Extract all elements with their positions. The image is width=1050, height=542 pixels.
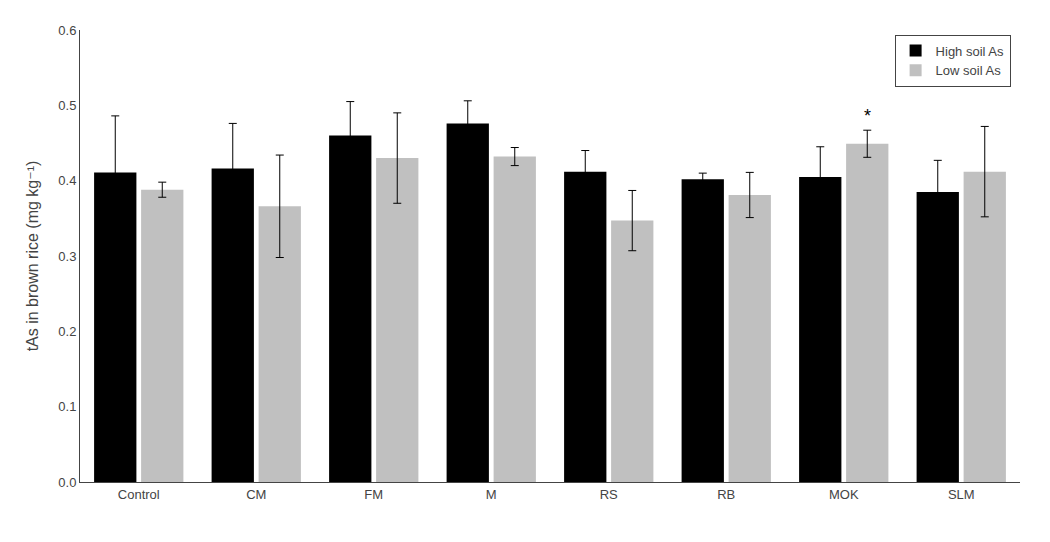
svg-text:tAs in brown rice (mg kg⁻¹): tAs in brown rice (mg kg⁻¹)	[24, 161, 41, 352]
svg-text:Low soil As: Low soil As	[936, 63, 1002, 78]
svg-text:Control: Control	[118, 487, 160, 502]
svg-text:RB: RB	[717, 487, 735, 502]
svg-text:0.3: 0.3	[58, 249, 76, 264]
svg-text:CM: CM	[246, 487, 266, 502]
svg-text:0.1: 0.1	[58, 399, 76, 414]
svg-text:*: *	[864, 106, 871, 126]
svg-text:0.6: 0.6	[58, 23, 76, 38]
svg-text:FM: FM	[364, 487, 383, 502]
svg-text:0.5: 0.5	[58, 98, 76, 113]
svg-text:MOK: MOK	[829, 487, 859, 502]
svg-text:0.0: 0.0	[58, 475, 76, 490]
svg-text:High soil As: High soil As	[936, 44, 1004, 59]
svg-text:RS: RS	[600, 487, 618, 502]
svg-text:0.4: 0.4	[58, 173, 76, 188]
svg-text:M: M	[486, 487, 497, 502]
svg-text:0.2: 0.2	[58, 324, 76, 339]
svg-text:SLM: SLM	[948, 487, 975, 502]
